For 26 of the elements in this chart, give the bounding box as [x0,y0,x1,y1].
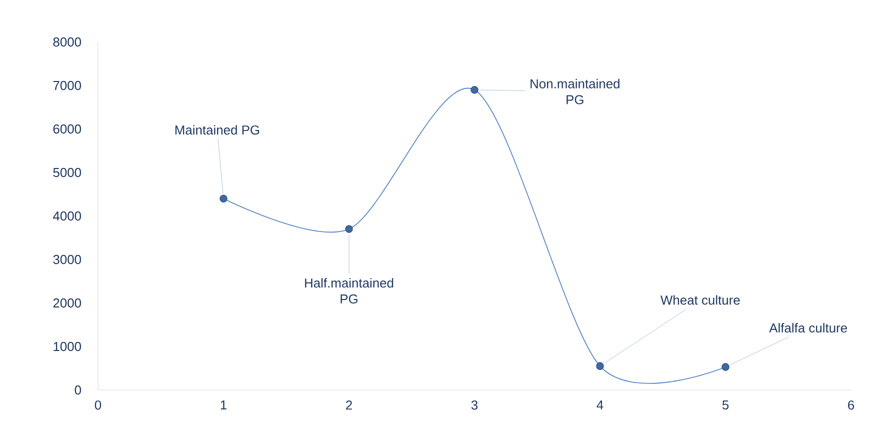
annotation: Half.maintained PG [305,278,394,304]
x-tick-label: 4 [596,400,604,410]
y-tick-label: 4000 [53,211,82,221]
point [470,86,478,94]
x-tick-label: 2 [346,400,352,410]
point [722,363,730,371]
y-tick-label: 8000 [53,37,82,47]
x-tick-label: 5 [722,400,729,410]
y-tick-label: 0 [74,385,82,395]
y-tick-label: 1000 [54,342,82,352]
x-tick-label: 0 [94,400,102,410]
x-tick-label: 6 [848,400,854,410]
x-tick-label: 3 [471,400,478,410]
y-tick-label: 6000 [53,124,82,134]
annotation: Wheat culture [660,295,740,305]
y-tick-label: 7000 [53,80,82,90]
x-tick-label: 1 [220,400,226,410]
point [345,225,353,233]
y-tick-label: 2000 [53,298,82,308]
annotation: Alfalfa culture [769,323,847,333]
point [596,362,604,370]
annotation: Maintained PG [175,125,260,135]
annotation: Non.maintained PG [530,78,620,104]
y-tick-label: 3000 [53,254,82,264]
point [220,194,228,202]
y-tick-label: 5000 [53,168,82,178]
